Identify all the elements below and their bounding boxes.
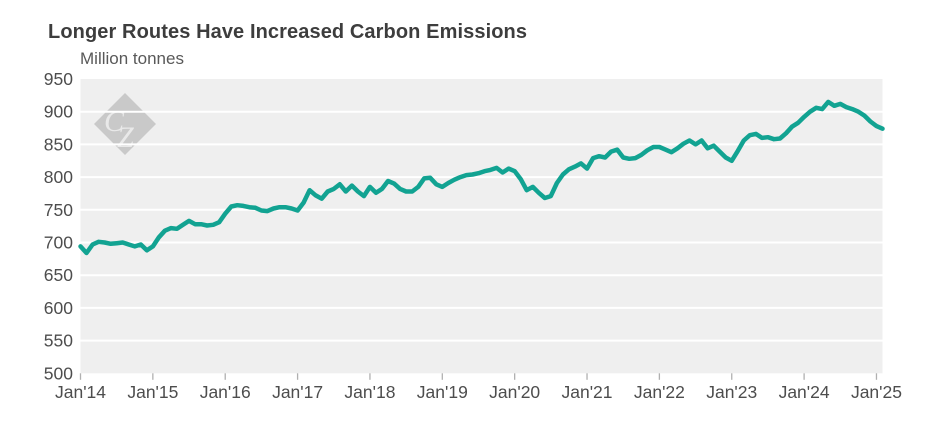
x-axis-tick-label: Jan'21 <box>562 382 613 402</box>
chart-title: Longer Routes Have Increased Carbon Emis… <box>48 21 528 43</box>
watermark-letter-c: C <box>104 105 125 138</box>
y-axis-tick-label: 850 <box>44 134 73 154</box>
x-axis-tick-label: Jan'14 <box>55 382 106 402</box>
y-axis-tick-label: 600 <box>44 298 73 318</box>
x-axis-tick-label: Jan'15 <box>127 382 178 402</box>
x-axis-tick-label: Jan'22 <box>634 382 685 402</box>
y-axis-tick-label: 950 <box>44 69 73 89</box>
x-axis-tick-label: Jan'23 <box>706 382 757 402</box>
x-axis-tick-label: Jan'18 <box>344 382 395 402</box>
x-axis-tick-label: Jan'25 <box>851 382 902 402</box>
y-axis-tick-label: 500 <box>44 363 73 383</box>
x-axis-tick-label: Jan'20 <box>489 382 540 402</box>
y-axis-tick-label: 800 <box>44 167 73 187</box>
cz-watermark-logo: CZ <box>94 93 156 155</box>
x-axis-tick-label: Jan'16 <box>200 382 251 402</box>
y-axis-tick-label: 750 <box>44 200 73 220</box>
y-axis-tick-label: 700 <box>44 233 73 253</box>
y-axis-tick-label: 550 <box>44 331 73 351</box>
x-axis-tick-label: Jan'19 <box>417 382 468 402</box>
x-axis-tick-label: Jan'17 <box>272 382 323 402</box>
y-axis-tick-label: 650 <box>44 265 73 285</box>
watermark-diamond <box>94 93 156 155</box>
emissions-line <box>78 99 885 256</box>
y-axis-tick-label: 900 <box>44 102 73 122</box>
y-axis-unit-label: Million tonnes <box>80 49 184 68</box>
x-axis-tick-label: Jan'24 <box>779 382 830 402</box>
watermark-letter-z: Z <box>117 121 134 154</box>
